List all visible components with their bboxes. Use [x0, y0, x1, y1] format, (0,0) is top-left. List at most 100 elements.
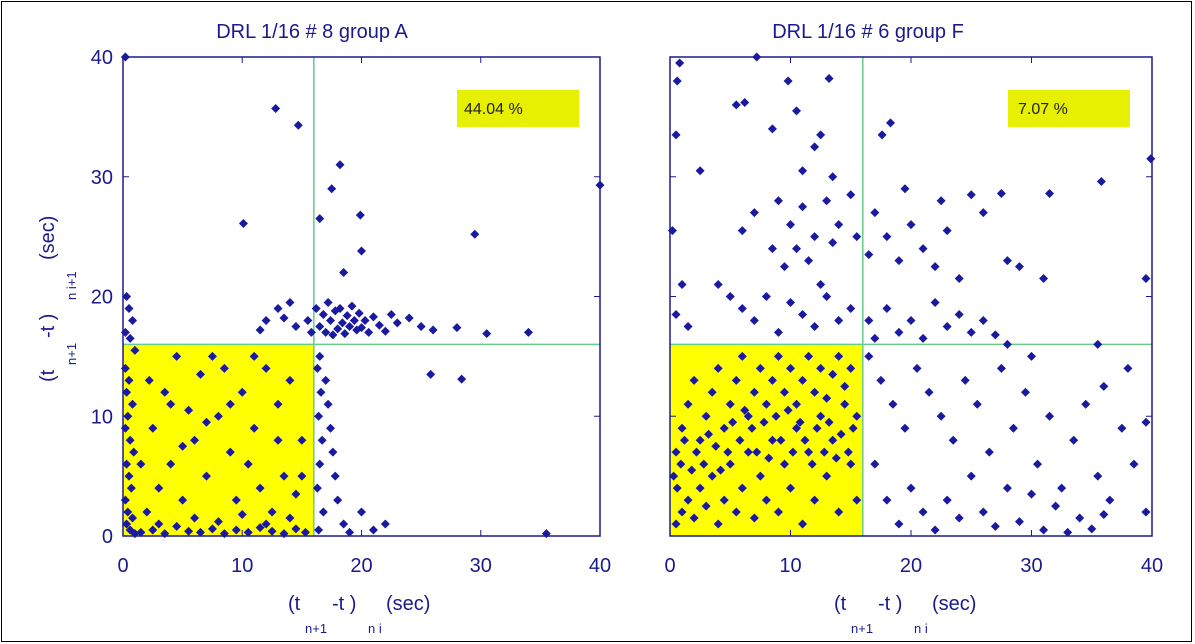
data-point: [783, 76, 793, 86]
x-tick-label: 40: [589, 555, 611, 577]
data-point: [707, 471, 717, 481]
data-point: [267, 507, 277, 517]
data-point: [870, 459, 880, 469]
data-point: [894, 519, 904, 529]
data-point: [325, 423, 335, 433]
data-point: [930, 297, 940, 307]
data-point: [816, 411, 826, 421]
data-point: [335, 303, 345, 313]
data-point: [1096, 177, 1106, 187]
data-point: [325, 315, 335, 325]
data-point: [687, 465, 697, 475]
data-point: [824, 74, 834, 84]
data-point: [966, 327, 976, 337]
data-point: [704, 429, 714, 439]
data-point: [864, 315, 874, 325]
data-point: [312, 483, 322, 493]
data-point: [792, 399, 802, 409]
data-point: [900, 184, 910, 194]
data-point: [828, 369, 838, 379]
data-point: [761, 399, 771, 409]
data-point: [692, 447, 702, 457]
data-point: [773, 351, 783, 361]
data-point: [672, 483, 682, 493]
x-tick-label: 0: [117, 555, 128, 577]
data-point: [1146, 154, 1156, 164]
data-point: [243, 527, 253, 537]
data-point: [767, 375, 777, 385]
data-point: [683, 495, 693, 505]
data-point: [128, 399, 138, 409]
data-point: [261, 363, 271, 373]
data-point: [291, 524, 301, 534]
data-point: [225, 399, 235, 409]
x-tick-label: 40: [1141, 555, 1163, 577]
data-point: [196, 527, 206, 537]
data-point: [870, 333, 880, 343]
data-point: [196, 369, 206, 379]
tick-marks: 0 10 20 30 40 0 10 20 30 40: [91, 47, 611, 577]
data-point: [767, 244, 777, 254]
data-point: [312, 363, 322, 373]
x-axis-label: (t n+1 -t ) n i (sec): [834, 593, 976, 636]
data-point: [207, 351, 217, 361]
data-point: [716, 465, 726, 475]
data-point: [930, 262, 940, 272]
data-point: [743, 447, 753, 457]
data-point: [677, 280, 687, 290]
data-point: [166, 399, 176, 409]
data-point: [804, 447, 814, 457]
data-point: [306, 327, 316, 337]
data-point: [279, 313, 289, 323]
x-tick-label: 10: [231, 555, 253, 577]
data-point: [315, 321, 325, 331]
data-point: [731, 375, 741, 385]
data-point: [249, 423, 259, 433]
data-point: [954, 274, 964, 284]
data-point: [237, 387, 247, 397]
data-point: [166, 459, 176, 469]
data-point: [737, 303, 747, 313]
data-point: [1002, 339, 1012, 349]
data-point: [1141, 507, 1151, 517]
x-label-main: (t: [834, 593, 847, 615]
data-point: [764, 453, 774, 463]
x-label-sub2: n i: [914, 621, 928, 636]
data-point: [128, 513, 138, 523]
data-point: [184, 526, 194, 536]
data-point: [354, 308, 364, 318]
data-point: [767, 124, 777, 134]
data-point: [1069, 435, 1079, 445]
data-point: [870, 208, 880, 218]
x-tick-label: 20: [350, 555, 372, 577]
data-point: [822, 471, 832, 481]
data-point: [416, 321, 426, 331]
data-point: [737, 483, 747, 493]
data-point: [773, 196, 783, 206]
data-point: [124, 471, 134, 481]
data-point: [864, 250, 874, 260]
data-point: [798, 202, 808, 212]
data-point: [1117, 423, 1127, 433]
data-point: [755, 363, 765, 373]
data-point: [357, 323, 366, 333]
data-point: [990, 521, 1000, 531]
data-point: [231, 495, 241, 505]
data-point: [1099, 381, 1109, 391]
data-point: [834, 220, 844, 230]
data-point: [1093, 471, 1103, 481]
data-point: [948, 435, 958, 445]
data-point: [368, 525, 378, 535]
data-point: [876, 375, 886, 385]
data-point: [315, 459, 325, 469]
data-point: [291, 321, 301, 331]
data-point: [225, 447, 235, 457]
data-point: [906, 483, 916, 493]
data-point: [834, 351, 844, 361]
data-point: [317, 435, 327, 445]
data-point: [816, 280, 826, 290]
data-point: [960, 375, 970, 385]
data-point: [238, 218, 248, 228]
y-label-mid: -t ): [37, 314, 59, 338]
data-point: [457, 374, 467, 384]
